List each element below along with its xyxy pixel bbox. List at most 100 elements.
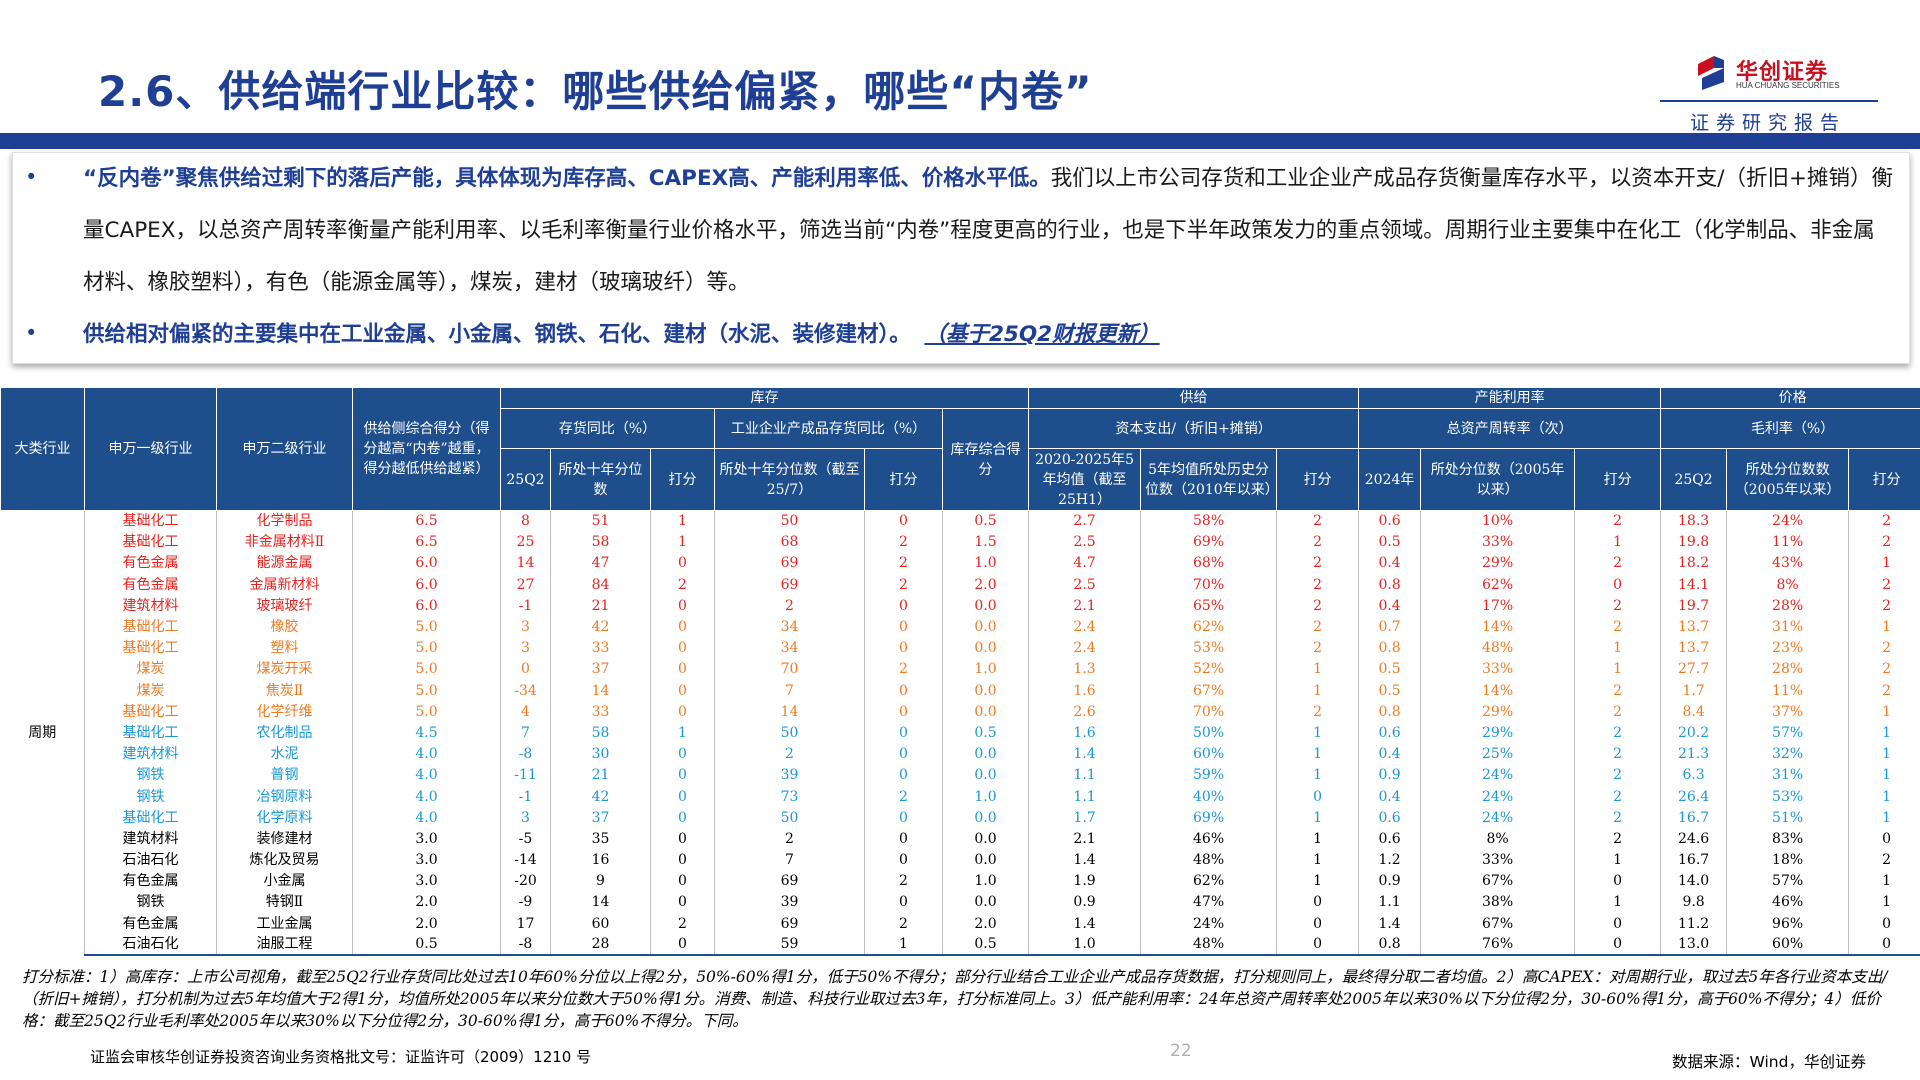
cell-inv-total: 2.0 [942,574,1030,596]
cell-turn-score: 2 [1574,807,1662,829]
cell-capex-pct: 52% [1140,658,1278,680]
cell-ind-pct: 34 [714,616,865,638]
scoring-footnote: 打分标准：1）高库存：上市公司视角，截至25Q2行业存货同比处过去10年60%分… [22,968,1888,1030]
cell-capex-score: 1 [1276,828,1360,850]
th-l2: 申万二级行业 [216,387,353,511]
cell-ind-score: 2 [864,913,943,935]
cell-margin-pct: 18% [1726,849,1850,871]
th-capex-pct: 5年均值所处历史分位数（2010年以来） [1140,448,1279,511]
table-row: 有色金属 能源金属 6.0 14 47 0 69 2 1.0 4.7 68% 2 0.4 29% 2 18.2… [1,552,1920,575]
cell-margin-pct: 28% [1726,658,1850,680]
header-divider [1660,100,1878,102]
cell-ind-score: 2 [864,870,943,892]
th-inv-yoy: 存货同比（%） [500,408,715,449]
cell-margin-pct: 11% [1726,680,1850,702]
cell-l2: 化学制品 [216,510,353,532]
cell-score: 4.5 [352,722,501,744]
page-title: 2.6、供给端行业比较：哪些供给偏紧，哪些“内卷” [98,67,1093,116]
cell-margin-pct: 57% [1726,870,1850,892]
cell-capex-pct: 69% [1140,807,1278,829]
cell-margin-score: 1 [1848,552,1920,575]
cell-inv-score: 1 [650,722,715,744]
cell-margin-score: 1 [1848,722,1920,744]
cell-ind-score: 0 [864,595,943,617]
logo-english: HUA CHUANG SECURITIES [1736,81,1840,90]
cell-capex-avg: 2.4 [1028,616,1142,638]
th-turn-score: 打分 [1574,448,1662,511]
cell-inv-pct: 51 [550,510,651,532]
cell-ind-pct: 68 [714,531,865,553]
cell-margin-pct: 28% [1726,595,1850,617]
cell-inv-pct: 37 [550,807,651,829]
cell-inv-score: 0 [650,807,715,829]
summary-bullet-2: 供给相对偏紧的主要集中在工业金属、小金属、钢铁、石化、建材（水泥、装修建材）。 … [83,309,1893,361]
cell-capex-pct: 53% [1140,637,1278,659]
cell-inv-total: 0.0 [942,764,1030,786]
cell-turn-score: 2 [1574,828,1662,850]
cell-inv-score: 0 [650,680,715,702]
cell-margin-score: 2 [1848,531,1920,553]
cell-inv-score: 0 [650,849,715,871]
cell-score: 6.0 [352,574,501,596]
th-margin: 毛利率（%） [1660,408,1920,449]
cell-inv-total: 0.0 [942,891,1030,914]
cell-inv-score: 0 [650,552,715,575]
cell-margin: 19.7 [1660,595,1728,617]
cell-l1: 钢铁 [84,785,217,808]
cell-l1: 有色金属 [84,913,217,935]
logo-mark-icon [1698,56,1724,90]
cell-l2: 化学原料 [216,807,353,829]
cell-ind-pct: 50 [714,807,865,829]
cell-margin-score: 2 [1848,510,1920,532]
cell-turn-score: 1 [1574,891,1662,914]
cell-turn-pct: 14% [1420,680,1576,702]
cell-inv-yoy: -14 [500,849,551,871]
cell-turn-score: 0 [1574,574,1662,596]
th-major: 大类行业 [0,387,85,511]
cell-l1: 有色金属 [84,870,217,892]
cell-score: 3.0 [352,828,501,850]
cell-capex-avg: 2.5 [1028,531,1142,553]
cell-inv-pct: 30 [550,743,651,765]
cell-score: 3.0 [352,870,501,892]
cell-capex-score: 2 [1276,701,1360,723]
cell-turnover: 0.5 [1358,680,1422,702]
cell-turn-pct: 33% [1420,849,1576,871]
cell-capex-pct: 69% [1140,531,1278,553]
cell-capex-score: 0 [1276,891,1360,914]
cell-capex-pct: 60% [1140,743,1278,765]
cell-inv-pct: 21 [550,764,651,786]
cell-inv-yoy: -8 [500,934,551,957]
cell-turn-pct: 33% [1420,531,1576,553]
cell-l1: 钢铁 [84,891,217,914]
cell-turn-pct: 29% [1420,701,1576,723]
cell-l2: 塑料 [216,637,353,659]
cell-l2: 普钢 [216,764,353,786]
cell-inv-score: 2 [650,913,715,935]
cell-ind-score: 0 [864,849,943,871]
cell-ind-score: 0 [864,616,943,638]
cell-score: 5.0 [352,616,501,638]
cell-score: 6.0 [352,595,501,617]
cell-turnover: 0.6 [1358,510,1422,532]
cell-inv-yoy: 25 [500,531,551,553]
cell-margin: 13.0 [1660,934,1728,957]
table-row: 钢铁 特钢Ⅱ 2.0 -9 14 0 39 0 0.0 0.9 47% 0 1.1 38% 1 9.8 46% 1 [1,891,1920,914]
cell-l2: 橡胶 [216,616,353,638]
cell-turn-score: 0 [1574,934,1662,957]
cell-l1: 有色金属 [84,552,217,575]
cell-turn-pct: 25% [1420,743,1576,765]
cell-capex-score: 0 [1276,785,1360,808]
summary-bullet-1: “反内卷”聚焦供给过剩下的落后产能，具体体现为库存高、CAPEX高、产能利用率低… [83,153,1893,309]
table-row: 建筑材料 装修建材 3.0 -5 35 0 2 0 0.0 2.1 46% 1 0.6 8% 2 24.6 83… [1,828,1920,850]
cell-inv-yoy: -11 [500,764,551,786]
cell-inv-total: 1.5 [942,531,1030,553]
cell-inv-total: 2.0 [942,913,1030,935]
summary-bullet-2-bold: 供给相对偏紧的主要集中在工业金属、小金属、钢铁、石化、建材（水泥、装修建材）。 [83,322,911,347]
cell-capex-pct: 46% [1140,828,1278,850]
th-l1: 申万一级行业 [84,387,217,511]
th-margin-score: 打分 [1848,448,1920,511]
cell-ind-pct: 2 [714,828,865,850]
cell-ind-pct: 69 [714,913,865,935]
cell-inv-score: 0 [650,658,715,680]
